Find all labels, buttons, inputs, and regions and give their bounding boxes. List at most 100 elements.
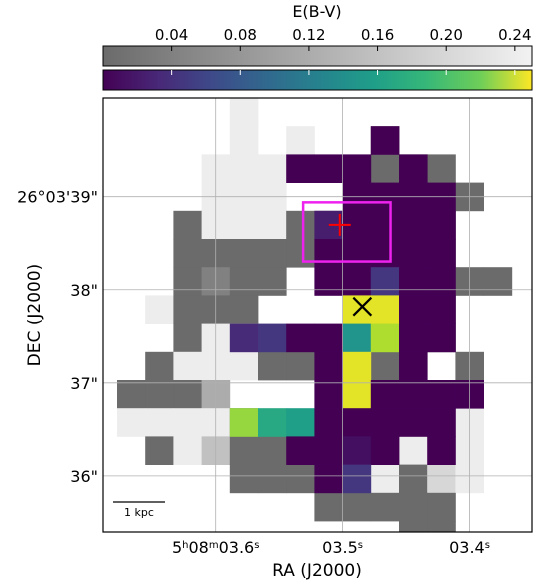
x-axis-label: RA (J2000) — [272, 561, 362, 581]
gray-pixel — [229, 154, 259, 183]
gray-pixel — [229, 464, 259, 494]
gray-pixel — [427, 492, 456, 522]
color-pixel — [427, 267, 456, 296]
color-pixel — [399, 239, 428, 268]
color-pixel — [314, 351, 343, 381]
colorbar-viridis — [102, 69, 533, 91]
color-pixel — [314, 239, 343, 268]
color-pixel — [427, 210, 456, 240]
color-pixel — [286, 436, 315, 465]
gray-pixel — [427, 154, 456, 183]
color-pixel — [427, 436, 456, 465]
colorbar-gray-ticks — [171, 46, 516, 51]
color-pixel — [427, 380, 456, 409]
color-pixel — [370, 210, 400, 240]
colorbar-tick-label: 0.20 — [429, 26, 462, 44]
gray-pixel — [286, 239, 315, 268]
gray-pixel — [399, 464, 428, 494]
color-pixel — [286, 323, 315, 353]
color-pixel — [342, 380, 372, 409]
gray-pixel — [229, 267, 259, 296]
color-pixel — [370, 436, 400, 465]
grid-lines — [103, 98, 532, 532]
color-pixel — [258, 408, 287, 437]
color-pixel — [399, 154, 428, 183]
gray-pixel — [258, 239, 287, 268]
color-pixel — [342, 436, 372, 465]
color-pixel — [399, 210, 428, 240]
y-tick-label: 38" — [70, 281, 98, 300]
color-pixel — [342, 408, 372, 437]
colorbar-tick-label: 0.24 — [498, 26, 531, 44]
colorbar-tick-labels: 0.04 0.08 0.12 0.16 0.20 0.24 — [155, 26, 532, 44]
color-pixel — [314, 436, 343, 465]
color-pixel — [314, 154, 343, 183]
region-box — [301, 201, 392, 263]
gray-pixel — [173, 436, 202, 465]
color-pixel — [370, 267, 400, 296]
colorbar-tick-label: 0.12 — [292, 26, 325, 44]
color-pixel — [314, 267, 343, 296]
gray-pixel — [427, 521, 456, 532]
y-tick-label: 36" — [70, 467, 98, 486]
gray-pixel — [173, 267, 202, 296]
colorbar-tick-label: 0.04 — [155, 26, 188, 44]
color-pixel — [370, 408, 400, 437]
y-tick-label: 37" — [70, 374, 98, 393]
color-pixel — [229, 408, 259, 437]
color-pixel — [286, 408, 315, 437]
color-pixel — [342, 323, 372, 353]
gray-pixel — [286, 126, 315, 155]
gray-pixel — [258, 464, 287, 494]
x-marker — [352, 296, 373, 317]
gray-pixel — [229, 126, 259, 155]
gray-pixel — [370, 492, 400, 522]
y-tick-labels: 26°03'39" 38" 37" 36" — [17, 188, 98, 486]
color-pixel — [427, 239, 456, 268]
x-tick-label: 03.4s — [449, 538, 490, 557]
gray-pixel — [173, 210, 202, 240]
gray-pixel — [483, 267, 513, 296]
color-pixel — [399, 323, 428, 353]
colorbar-viridis-ticks — [171, 70, 516, 75]
gray-pixel — [258, 210, 287, 240]
gray-pixel — [173, 380, 202, 409]
gray-pixel — [145, 295, 174, 324]
color-pixel — [342, 267, 372, 296]
gray-pixel — [145, 436, 174, 465]
gray-pixel — [370, 154, 400, 183]
gray-pixel — [342, 492, 372, 522]
gray-pixel — [229, 351, 259, 381]
gray-pixel — [258, 154, 287, 183]
color-pixel — [342, 154, 372, 183]
gray-pixel — [229, 295, 259, 324]
color-pixel — [370, 126, 400, 155]
color-pixel — [314, 380, 343, 409]
color-pixel — [399, 380, 428, 409]
gray-pixel — [258, 436, 287, 465]
color-pixel — [427, 408, 456, 437]
gray-pixel — [173, 239, 202, 268]
x-tick-labels: 5h08m03.6s 03.5s 03.4s — [172, 538, 490, 557]
color-pixel — [427, 323, 456, 353]
color-pixel — [314, 323, 343, 353]
color-pixel — [399, 408, 428, 437]
color-pixel — [342, 351, 372, 381]
color-pixel — [399, 267, 428, 296]
overlays — [301, 201, 392, 317]
color-pixel — [258, 323, 287, 353]
gray-pixel — [145, 408, 174, 437]
color-pixel — [342, 464, 372, 494]
gray-pixel — [258, 267, 287, 296]
colorbar-tick-label: 0.16 — [361, 26, 394, 44]
gray-pixel — [258, 351, 287, 381]
gray-pixel — [314, 492, 343, 522]
colorbar-label: E(B-V) — [292, 2, 341, 21]
gray-pixel — [117, 408, 146, 437]
color-pixel — [286, 154, 315, 183]
gray-pixel — [173, 408, 202, 437]
color-pixel — [342, 239, 372, 268]
gray-pixel — [173, 295, 202, 324]
gray-pixel — [173, 351, 202, 381]
